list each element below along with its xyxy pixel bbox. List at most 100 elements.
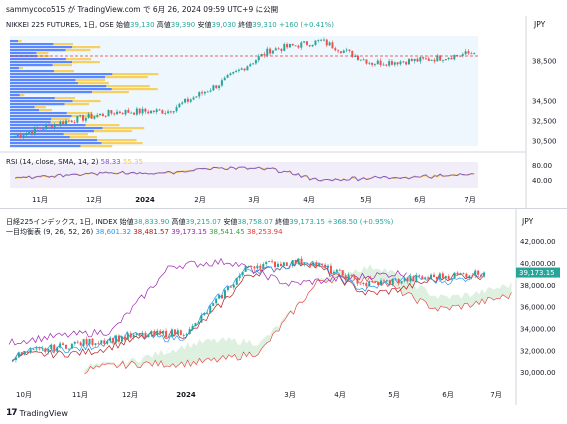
- candle-body: [189, 99, 192, 102]
- candle-body: [394, 278, 397, 280]
- candle-body: [280, 48, 283, 51]
- candle-body: [62, 343, 65, 345]
- volume-profile-bar: [10, 133, 64, 136]
- candle-body: [371, 281, 374, 282]
- candle-body: [129, 333, 132, 338]
- volume-profile-bar: [72, 46, 101, 49]
- candle-body: [266, 48, 269, 56]
- volume-profile-bar: [10, 52, 37, 55]
- candle-body: [32, 349, 35, 351]
- candle-body: [416, 58, 419, 62]
- candle-body: [458, 55, 461, 57]
- candle-body: [117, 335, 120, 342]
- bottom-open-label: 始値: [119, 218, 134, 226]
- ichimoku-cloud: [84, 264, 512, 375]
- candle-body: [39, 128, 42, 130]
- candle-body: [88, 338, 91, 345]
- candle-body: [322, 39, 325, 41]
- candle-body: [155, 109, 158, 112]
- candle-body: [456, 272, 459, 275]
- candle-body: [277, 48, 280, 50]
- candle-body: [121, 113, 124, 115]
- candle-body: [368, 281, 371, 287]
- candle-body: [422, 57, 425, 59]
- candle-body: [101, 113, 104, 117]
- top-high-label: 高値: [156, 21, 171, 29]
- candle-body: [241, 271, 244, 276]
- candle-body: [424, 277, 427, 279]
- tradingview-logo[interactable]: 17 TradingView: [6, 408, 68, 418]
- volume-profile-bar: [10, 121, 51, 124]
- candle-body: [253, 266, 256, 269]
- candle-body: [447, 57, 450, 60]
- candle-body: [303, 41, 306, 43]
- candle-body: [390, 61, 393, 65]
- bottom-x-tick: 12月: [122, 391, 138, 399]
- candle-body: [107, 110, 110, 117]
- candle-body: [397, 278, 400, 284]
- candle-body: [271, 50, 274, 54]
- candle-body: [418, 275, 421, 277]
- candle-body: [274, 261, 277, 268]
- candle-body: [138, 332, 141, 336]
- volume-profile-bar: [106, 85, 150, 88]
- bottom-x-tick: 3月: [284, 391, 295, 399]
- candle-body: [294, 260, 297, 265]
- candle-body: [244, 266, 247, 272]
- candle-body: [274, 48, 277, 51]
- candle-body: [464, 51, 467, 55]
- rsi-value2: 55.35: [122, 158, 143, 166]
- volume-profile-bar: [78, 82, 109, 85]
- top-open: 39,130: [130, 21, 155, 29]
- candle-body: [135, 332, 138, 335]
- top-chart-svg[interactable]: 38,500 34,500 32,500 30,500 80.00 40.00 11月 12月…: [0, 16, 567, 208]
- volume-profile-bar: [65, 58, 92, 61]
- candle-body: [345, 49, 348, 51]
- candle-body: [430, 59, 433, 61]
- bottom-symbol: 日経225インデックス, 1日, INDEX: [6, 218, 118, 226]
- candle-body: [153, 330, 156, 336]
- volume-profile-bar: [64, 103, 90, 106]
- candle-body: [70, 343, 73, 349]
- candle-body: [382, 280, 385, 282]
- candle-body: [14, 357, 17, 360]
- candle-body: [223, 77, 226, 81]
- candle-body: [14, 136, 16, 137]
- bottom-price-tick: 38,000.00: [520, 282, 556, 290]
- bottom-price-tick: 30,000.00: [520, 369, 556, 377]
- candle-body: [252, 63, 255, 65]
- candle-body: [229, 73, 232, 76]
- bottom-x-tick: 4月: [334, 391, 345, 399]
- volume-profile-bar: [72, 61, 100, 64]
- top-legend: NIKKEI 225 FUTURES, 1日, OSE 始値39,130 高値3…: [6, 20, 334, 30]
- candle-body: [70, 120, 73, 123]
- volume-profile-bar: [10, 55, 38, 58]
- candle-body: [447, 276, 450, 280]
- candle-body: [470, 53, 473, 55]
- candle-body: [453, 54, 456, 60]
- candle-body: [305, 41, 308, 46]
- top-x-tick: 2024: [135, 196, 155, 204]
- volume-profile-bar: [75, 79, 106, 82]
- candle-body: [144, 108, 147, 112]
- candle-body: [325, 39, 328, 46]
- candle-body: [168, 336, 171, 338]
- volume-profile-bar: [54, 97, 75, 100]
- candle-body: [29, 349, 32, 353]
- bottom-chart-svg[interactable]: 42,000.00 40,000.00 38,000.00 36,000.00 34,0…: [0, 209, 567, 405]
- candle-body: [471, 275, 474, 277]
- candle-body: [412, 276, 415, 282]
- candle-body: [294, 45, 297, 47]
- candle-body: [334, 48, 337, 51]
- candle-body: [282, 262, 285, 266]
- bottom-low-label: 安値: [223, 218, 238, 226]
- candle-body: [268, 261, 271, 263]
- bottom-chart-panel: 42,000.00 40,000.00 38,000.00 36,000.00 34,0…: [0, 209, 567, 405]
- volume-profile-bar: [10, 88, 112, 91]
- candle-body: [110, 110, 113, 114]
- candle-body: [247, 265, 250, 267]
- candle-body: [120, 336, 123, 342]
- ichimoku-v1: 38,601.32: [95, 228, 132, 236]
- candle-body: [182, 335, 185, 336]
- volume-profile-bar: [53, 43, 73, 46]
